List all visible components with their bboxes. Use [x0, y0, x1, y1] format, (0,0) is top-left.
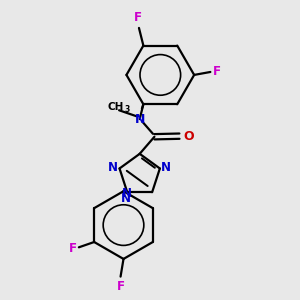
Text: O: O [184, 130, 194, 143]
Text: 3: 3 [124, 105, 129, 114]
Text: N: N [121, 192, 131, 205]
Text: F: F [134, 11, 142, 24]
Text: N: N [108, 160, 118, 173]
Text: N: N [134, 112, 145, 126]
Text: F: F [117, 280, 124, 293]
Text: CH: CH [108, 102, 124, 112]
Text: N: N [161, 160, 171, 173]
Text: N: N [122, 187, 132, 200]
Text: F: F [212, 65, 220, 78]
Text: F: F [68, 242, 76, 255]
